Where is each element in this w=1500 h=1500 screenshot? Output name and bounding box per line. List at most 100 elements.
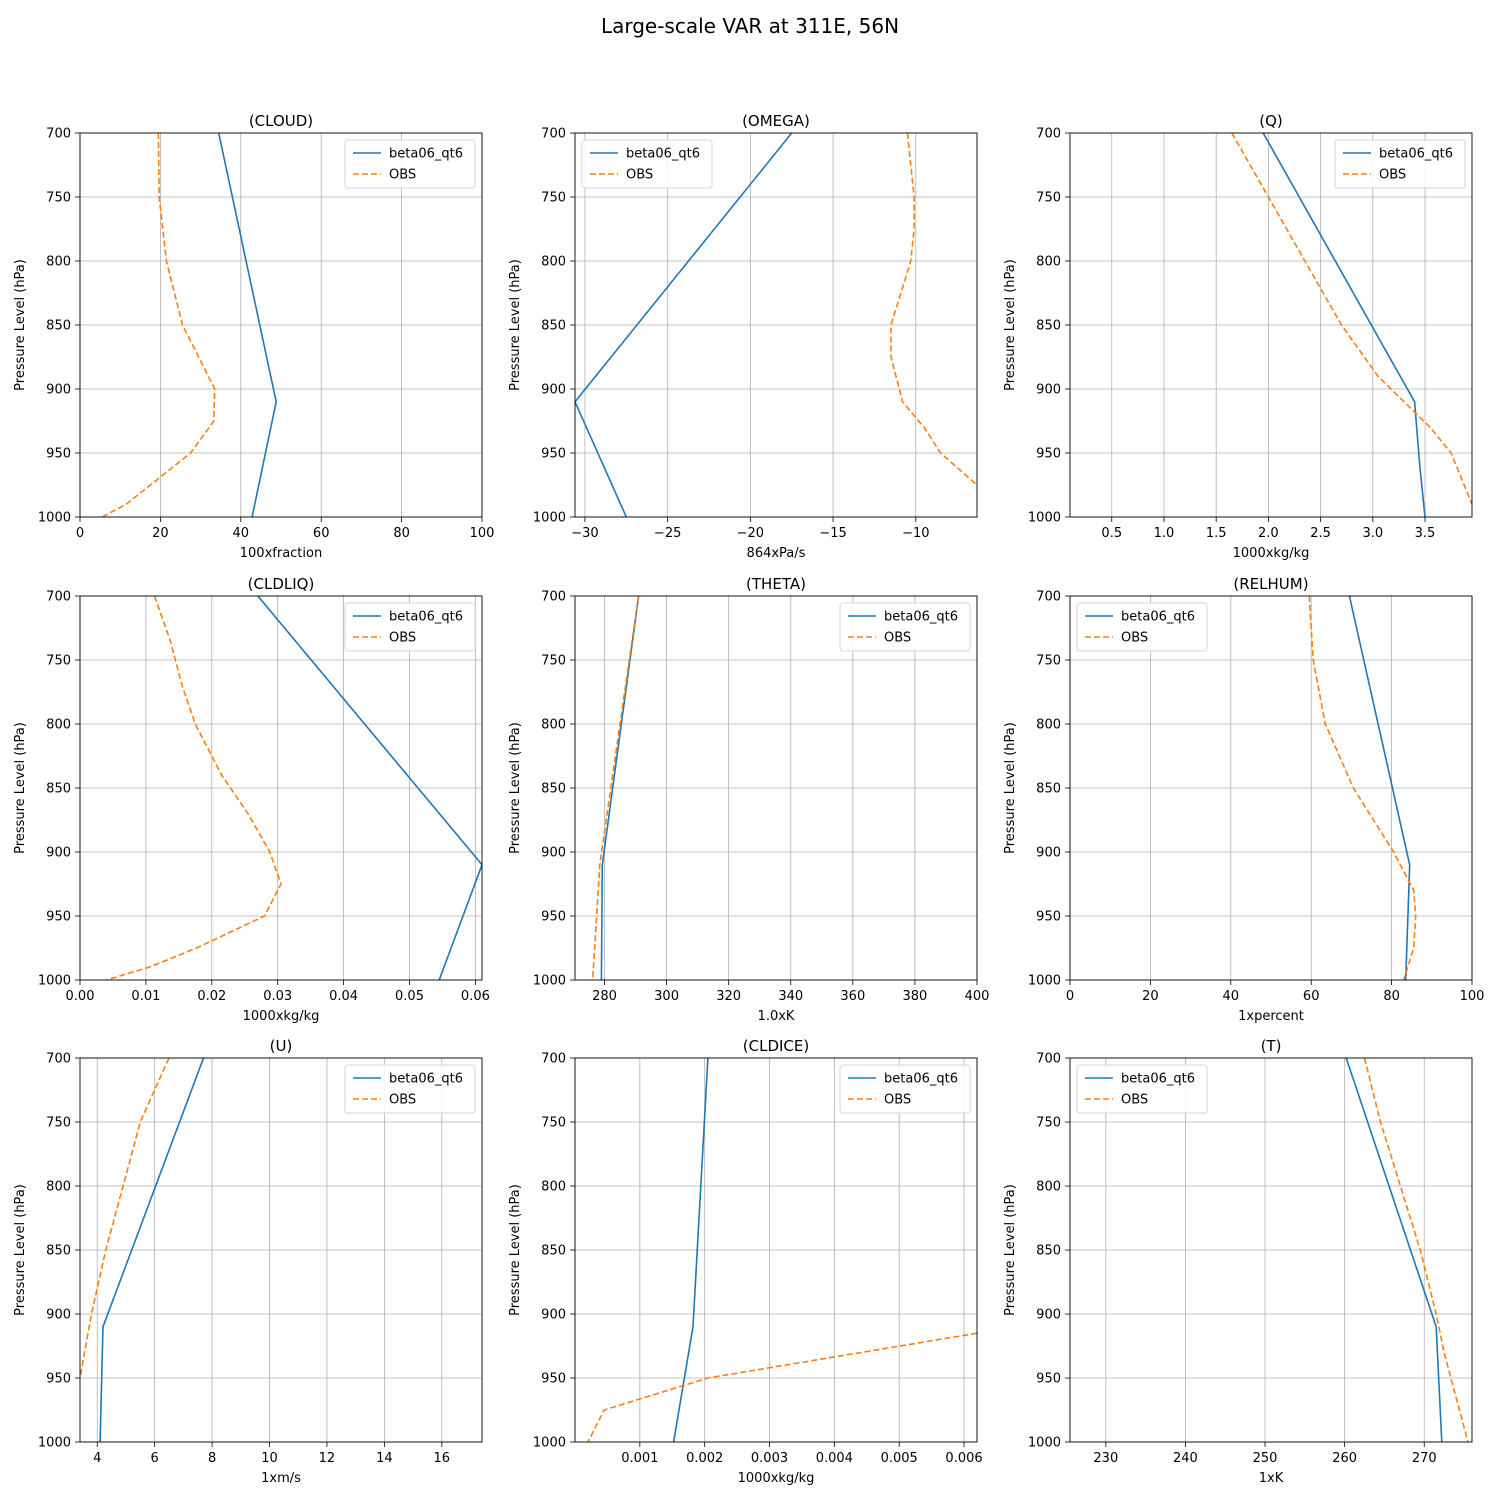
panel-7-x-tick-label: 0.004 bbox=[816, 1451, 853, 1466]
panel-4-y-tick-label: 800 bbox=[541, 718, 566, 733]
panel-4-x-tick-label: 380 bbox=[903, 989, 928, 1004]
panel-7-y-tick-label: 900 bbox=[541, 1308, 566, 1323]
panel-6-y-tick-label: 700 bbox=[46, 1052, 71, 1067]
panel-4-title: (THETA) bbox=[746, 575, 806, 593]
panel-8-y-tick-label: 950 bbox=[1036, 1372, 1061, 1387]
panel-8-legend-label: OBS bbox=[1121, 1093, 1148, 1108]
panel-0-x-tick-label: 20 bbox=[152, 526, 169, 541]
panel-1-y-tick-label: 1000 bbox=[533, 511, 566, 526]
panel-4-x-tick-label: 360 bbox=[840, 989, 865, 1004]
panel-4-series-model bbox=[600, 596, 640, 980]
panel-6-x-tick-label: 6 bbox=[151, 1451, 159, 1466]
panel-5-y-tick-label: 800 bbox=[1036, 718, 1061, 733]
figure-title: Large-scale VAR at 311E, 56N bbox=[600, 14, 900, 38]
panel-3-y-tick-label: 750 bbox=[46, 654, 71, 669]
panel-0-series-obs bbox=[101, 133, 216, 517]
panel-8-series-obs bbox=[1363, 1058, 1469, 1442]
panel-8-legend: beta06_qt6 OBS bbox=[1076, 1064, 1208, 1114]
panel-7-x-tick-label: 0.002 bbox=[686, 1451, 723, 1466]
panel-7-title: (CLDICE) bbox=[743, 1037, 809, 1055]
panel-5-ylabel: Pressure Level (hPa) bbox=[1003, 722, 1018, 854]
panel-5-legend: beta06_qt6 OBS bbox=[1076, 602, 1208, 652]
panel-5-y-tick-label: 700 bbox=[1036, 590, 1061, 605]
panel-7: 0.001 0.002 0.003 0.004 0.005 0.006 700 750 800 8… bbox=[508, 1037, 983, 1486]
panel-3-x-tick-label: 0.00 bbox=[66, 989, 95, 1004]
panel-0-y-tick-label: 850 bbox=[46, 319, 71, 334]
panel-2-legend-label: OBS bbox=[1379, 168, 1406, 183]
panel-3-y-tick-label: 950 bbox=[46, 910, 71, 925]
panel-8: 230 240 250 260 270 700 750 800 850 900 950 1000 (T)… bbox=[1003, 1037, 1473, 1486]
panel-7-legend-label: beta06_qt6 bbox=[884, 1072, 958, 1087]
panel-7-xlabel: 1000xkg/kg bbox=[738, 1471, 815, 1486]
panel-4-x-tick-label: 280 bbox=[592, 989, 617, 1004]
panel-1-y-tick-label: 950 bbox=[541, 447, 566, 462]
panel-2-x-tick-label: 1.5 bbox=[1206, 526, 1227, 541]
panel-6-y-tick-label: 850 bbox=[46, 1244, 71, 1259]
panel-0-x-tick-label: 80 bbox=[393, 526, 410, 541]
panel-3-y-tick-label: 800 bbox=[46, 718, 71, 733]
panel-4-x-tick-label: 300 bbox=[654, 989, 679, 1004]
panel-5-y-tick-label: 950 bbox=[1036, 910, 1061, 925]
panel-0-legend-label: OBS bbox=[389, 168, 416, 183]
panel-6-title: (U) bbox=[270, 1037, 293, 1055]
panel-6-legend-box bbox=[344, 1064, 476, 1114]
panel-5-series-model bbox=[1348, 596, 1411, 980]
panel-0-legend-label: beta06_qt6 bbox=[389, 147, 463, 162]
panel-2-legend-box bbox=[1334, 139, 1466, 189]
panel-2-x-tick-label: 0.5 bbox=[1101, 526, 1122, 541]
panel-2-y-tick-label: 800 bbox=[1036, 255, 1061, 270]
panel-5-legend-label: OBS bbox=[1121, 631, 1148, 646]
panel-6-x-tick-label: 14 bbox=[376, 1451, 393, 1466]
panel-2-series-model bbox=[1262, 133, 1426, 517]
panel-4-x-tick-label: 320 bbox=[716, 989, 741, 1004]
panel-7-x-tick-label: 0.001 bbox=[621, 1451, 658, 1466]
panel-6-series-model bbox=[99, 1058, 205, 1442]
panel-5-y-tick-label: 1000 bbox=[1028, 974, 1061, 989]
panel-6-y-tick-label: 750 bbox=[46, 1116, 71, 1131]
panel-0-title: (CLOUD) bbox=[249, 112, 313, 130]
panel-0-legend-box bbox=[344, 139, 476, 189]
panel-3-y-tick-label: 1000 bbox=[38, 974, 71, 989]
panel-2-x-tick-label: 1.0 bbox=[1154, 526, 1175, 541]
panel-8-series-model bbox=[1345, 1058, 1443, 1442]
panel-2-x-tick-label: 3.5 bbox=[1415, 526, 1436, 541]
panel-3-legend-box bbox=[344, 602, 476, 652]
panel-4-legend-box bbox=[839, 602, 971, 652]
panel-5-x-tick-label: 60 bbox=[1303, 989, 1320, 1004]
panel-2-y-tick-label: 700 bbox=[1036, 127, 1061, 142]
panel-7-x-tick-label: 0.005 bbox=[881, 1451, 918, 1466]
panel-1-legend: beta06_qt6 OBS bbox=[581, 139, 713, 189]
panel-8-legend-box bbox=[1076, 1064, 1208, 1114]
panel-3-legend-label: OBS bbox=[389, 631, 416, 646]
panel-0-legend: beta06_qt6 OBS bbox=[344, 139, 476, 189]
panel-8-y-tick-label: 700 bbox=[1036, 1052, 1061, 1067]
panel-7-y-tick-label: 850 bbox=[541, 1244, 566, 1259]
panel-2-legend-label: beta06_qt6 bbox=[1379, 147, 1453, 162]
panel-3-x-tick-label: 0.06 bbox=[461, 989, 490, 1004]
panel-6-legend-label: beta06_qt6 bbox=[389, 1072, 463, 1087]
panel-8-title: (T) bbox=[1261, 1037, 1282, 1055]
panel-3-legend-label: beta06_qt6 bbox=[389, 610, 463, 625]
panel-8-y-tick-label: 1000 bbox=[1028, 1436, 1061, 1451]
panel-7-x-tick-label: 0.006 bbox=[945, 1451, 982, 1466]
panel-1-x-tick-label: −10 bbox=[902, 526, 929, 541]
panel-8-legend-label: beta06_qt6 bbox=[1121, 1072, 1195, 1087]
panel-5-y-tick-label: 850 bbox=[1036, 782, 1061, 797]
panel-8-x-tick-label: 270 bbox=[1412, 1451, 1437, 1466]
panel-1-x-tick-label: −20 bbox=[737, 526, 764, 541]
panel-2-y-tick-label: 850 bbox=[1036, 319, 1061, 334]
panel-1-x-tick-label: −15 bbox=[819, 526, 846, 541]
panel-5: 0 20 40 60 80 100 700 750 800 850 900 950 1000 (RELHU… bbox=[1003, 575, 1484, 1024]
panel-7-y-tick-label: 1000 bbox=[533, 1436, 566, 1451]
panel-0-frame bbox=[79, 132, 483, 518]
panel-4-y-tick-label: 700 bbox=[541, 590, 566, 605]
panel-7-legend-label: OBS bbox=[884, 1093, 911, 1108]
panel-1-legend-box bbox=[581, 139, 713, 189]
panel-0-x-tick-label: 60 bbox=[313, 526, 330, 541]
panel-5-title: (RELHUM) bbox=[1233, 575, 1308, 593]
panel-3-xlabel: 1000xkg/kg bbox=[243, 1009, 320, 1024]
panel-1-frame bbox=[574, 132, 978, 518]
panel-1-ylabel: Pressure Level (hPa) bbox=[508, 259, 523, 391]
panel-1-legend-label: beta06_qt6 bbox=[626, 147, 700, 162]
panel-1-series-model bbox=[575, 133, 793, 517]
